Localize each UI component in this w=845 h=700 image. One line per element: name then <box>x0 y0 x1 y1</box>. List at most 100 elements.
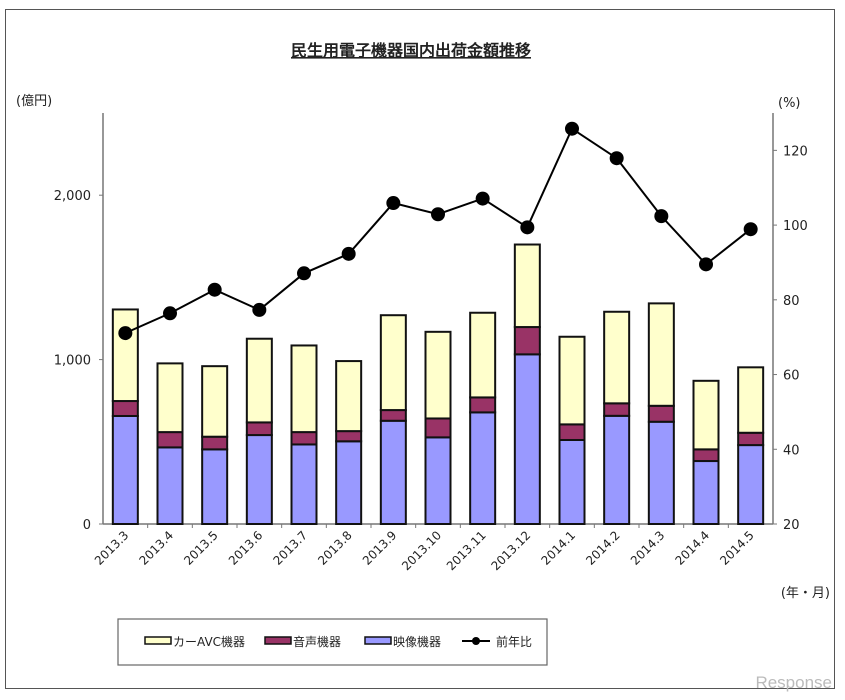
chart-frame <box>5 9 835 689</box>
bar-segment <box>737 431 765 447</box>
bar-segment <box>290 443 318 525</box>
bar-segment <box>692 460 720 525</box>
bar-segment <box>335 360 363 433</box>
left-tick-label: 0 <box>83 518 91 533</box>
legend-label: 前年比 <box>496 634 532 649</box>
yoy-point <box>609 151 624 166</box>
bar-segment <box>469 396 497 414</box>
bar-segment <box>335 430 363 443</box>
x-tick-label: 2014.5 <box>717 528 757 568</box>
yoy-point <box>386 196 401 211</box>
legend-marker <box>472 637 480 645</box>
right-tick-label: 80 <box>783 294 800 309</box>
bar-segment <box>692 379 720 451</box>
x-axis-label: (年・月) <box>781 586 830 601</box>
bar-segment <box>558 335 586 426</box>
yoy-point <box>431 207 445 222</box>
bar-segment <box>156 362 184 434</box>
yoy-point <box>565 121 579 136</box>
bar-segment <box>603 414 631 525</box>
x-tick-label: 2013.7 <box>271 528 311 568</box>
legend-swatch <box>264 636 292 645</box>
watermark-logo: Response <box>755 673 832 692</box>
left-tick-label: 2,000 <box>54 189 91 204</box>
yoy-point <box>743 222 758 237</box>
bar-segment <box>469 411 497 526</box>
x-tick-label: 2013.12 <box>488 528 533 573</box>
x-tick-label: 2013.8 <box>315 528 355 568</box>
legend-swatch <box>364 636 392 645</box>
right-tick-label: 120 <box>783 144 808 159</box>
legend-label: 映像機器 <box>393 634 441 649</box>
bar-segment <box>424 436 452 526</box>
right-tick-label: 60 <box>783 369 800 384</box>
bar-segment <box>245 421 273 437</box>
x-tick-label: 2013.3 <box>92 528 132 568</box>
x-tick-label: 2013.4 <box>137 528 177 568</box>
bar-segment <box>692 448 720 463</box>
bar-segment <box>201 435 229 451</box>
bar-segment <box>513 326 541 356</box>
right-tick-label: 20 <box>783 518 800 533</box>
yoy-point <box>654 209 669 224</box>
right-axis-label: (%) <box>778 96 801 111</box>
bar-segment <box>513 353 541 525</box>
bar-segment <box>737 366 765 434</box>
bar-segment <box>647 404 675 423</box>
bar-segment <box>245 434 273 525</box>
right-tick-label: 40 <box>783 443 800 458</box>
x-tick-label: 2013.11 <box>444 528 489 573</box>
bar-segment <box>156 431 184 449</box>
bar-segment <box>379 409 407 422</box>
yoy-point <box>475 191 490 206</box>
left-tick-label: 1,000 <box>54 354 91 369</box>
bar-segment <box>335 440 363 525</box>
bar-segment <box>737 444 765 526</box>
yoy-point <box>163 306 177 321</box>
bar-segment <box>647 302 675 407</box>
legend-swatch <box>144 636 172 645</box>
x-tick-label: 2014.1 <box>539 528 579 568</box>
bar-segment <box>201 365 229 438</box>
x-tick-label: 2014.2 <box>583 528 623 568</box>
yoy-point <box>520 220 535 235</box>
legend: カーAVC機器 音声機器 映像機器 前年比 <box>117 618 548 666</box>
x-tick-label: 2014.3 <box>628 528 668 568</box>
yoy-point <box>252 302 267 317</box>
bar-segment <box>111 414 139 525</box>
left-axis-label: (億円) <box>16 93 52 109</box>
right-tick-label: 100 <box>783 219 808 234</box>
x-tick-label: 2013.10 <box>399 528 444 573</box>
yoy-point <box>297 266 311 281</box>
bar-segment <box>603 310 631 405</box>
x-tick-label: 2013.6 <box>226 528 266 568</box>
bar-segment <box>558 438 586 526</box>
bar-segment <box>290 344 318 434</box>
bar-segment <box>424 417 452 439</box>
bar-segment <box>379 419 407 526</box>
bar-segment <box>379 314 407 412</box>
bar-segment <box>469 311 497 399</box>
bar-segment <box>647 420 675 525</box>
bar-segment <box>245 337 273 424</box>
bar-segment <box>513 243 541 329</box>
yoy-point <box>341 246 356 261</box>
chart-title: 民生用電子機器国内出荷金額推移 <box>291 41 531 60</box>
x-tick-label: 2013.5 <box>181 528 221 568</box>
bar-segment <box>111 308 139 403</box>
x-tick-label: 2014.4 <box>673 528 713 568</box>
bar-segment <box>201 448 229 525</box>
bar-segment <box>558 423 586 441</box>
legend-label: 音声機器 <box>293 634 341 649</box>
bar-segment <box>290 431 318 446</box>
yoy-point <box>118 326 133 341</box>
legend-label: カーAVC機器 <box>173 634 245 649</box>
bar-segment <box>156 446 184 525</box>
bar-segment <box>603 402 631 417</box>
bar-segment <box>111 400 139 417</box>
yoy-point <box>207 282 222 297</box>
bar-segment <box>424 330 452 420</box>
x-tick-label: 2013.9 <box>360 528 400 568</box>
yoy-point <box>699 257 713 272</box>
